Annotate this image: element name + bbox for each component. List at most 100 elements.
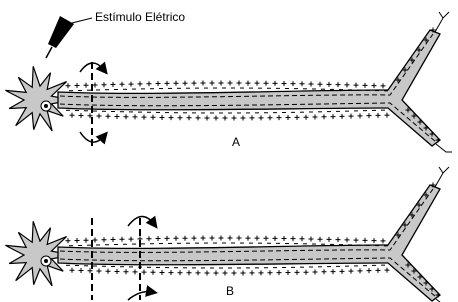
charge-plus [201,236,206,241]
charge-plus [214,115,219,120]
charge-plus [385,268,390,273]
charge-plus [327,237,332,242]
dendrite [435,167,449,187]
charge-plus [75,238,80,243]
charge-plus [277,115,282,120]
charge-plus [75,83,80,88]
charge-plus [93,82,98,87]
charge-plus [331,114,336,119]
charge-plus [340,269,345,274]
charge-plus [192,81,197,86]
charge-plus [376,113,381,118]
charge-plus [304,115,309,120]
charge-plus [79,113,84,118]
charge-plus [250,115,255,120]
charge-plus [79,268,84,273]
charge-plus [367,268,372,273]
charge-plus [340,114,345,119]
charge-plus [300,81,305,86]
charge-plus [165,81,170,86]
charge-plus [165,236,170,241]
charge-plus [295,115,300,120]
dendrite [435,12,449,32]
charge-plus [363,83,368,88]
charge-plus [309,81,314,86]
charge-plus [349,269,354,274]
charge-plus [147,236,152,241]
charge-plus [264,236,269,241]
charge-plus [205,270,210,275]
charge-plus [264,81,269,86]
charge-plus [115,114,120,119]
charge-plus [318,237,323,242]
charge-plus [286,115,291,120]
charge-plus [97,269,102,274]
charge-plus [106,114,111,119]
charge-plus [66,238,71,243]
charge-plus [156,81,161,86]
charge-plus [124,269,129,274]
charge-plus [106,269,111,274]
charge-plus [147,81,152,86]
charge-plus [169,115,174,120]
charge-plus [228,81,233,86]
charge-plus [183,236,188,241]
charge-plus [372,238,377,243]
charge-plus [358,268,363,273]
electrode-tip [46,47,52,58]
charge-plus [358,113,363,118]
charge-plus [318,82,323,87]
charge-plus [160,115,165,120]
figure: Estímulo Elétrico A B [0,0,458,302]
charge-plus [142,270,147,275]
charge-plus [120,82,125,87]
charge-plus [138,81,143,86]
charge-plus [192,236,197,241]
charge-plus [129,82,134,87]
charge-plus [381,238,386,243]
charge-plus [196,115,201,120]
charge-plus [187,115,192,120]
charge-plus [133,114,138,119]
charge-plus [178,270,183,275]
charge-plus [291,236,296,241]
charge-plus [255,81,260,86]
charge-plus [210,81,215,86]
charge-plus [219,236,224,241]
charge-plus [259,115,264,120]
charge-plus [66,83,71,88]
charge-plus [70,113,75,118]
neuron-b [5,167,452,302]
charge-plus [345,82,350,87]
charge-plus [309,236,314,241]
dendrite [436,144,452,152]
charge-plus [124,114,129,119]
charge-plus [70,268,75,273]
charge-plus [156,236,161,241]
charge-plus [97,114,102,119]
charge-plus [268,270,273,275]
charge-plus [187,270,192,275]
charge-plus [376,268,381,273]
charge-plus [282,236,287,241]
charge-plus [214,270,219,275]
charge-plus [151,115,156,120]
charge-plus [84,83,89,88]
charge-plus [228,236,233,241]
charge-plus [300,236,305,241]
charge-plus [151,270,156,275]
charge-plus [246,236,251,241]
stimulus-label: Estímulo Elétrico [95,10,185,24]
charge-plus [273,236,278,241]
charge-plus [241,270,246,275]
charge-plus [160,270,165,275]
charge-plus [111,237,116,242]
charge-plus [219,81,224,86]
charge-plus [259,270,264,275]
membrane [60,34,433,97]
charge-plus [372,83,377,88]
charge-plus [255,236,260,241]
charge-plus [178,115,183,120]
charge-plus [241,115,246,120]
charge-plus [183,81,188,86]
